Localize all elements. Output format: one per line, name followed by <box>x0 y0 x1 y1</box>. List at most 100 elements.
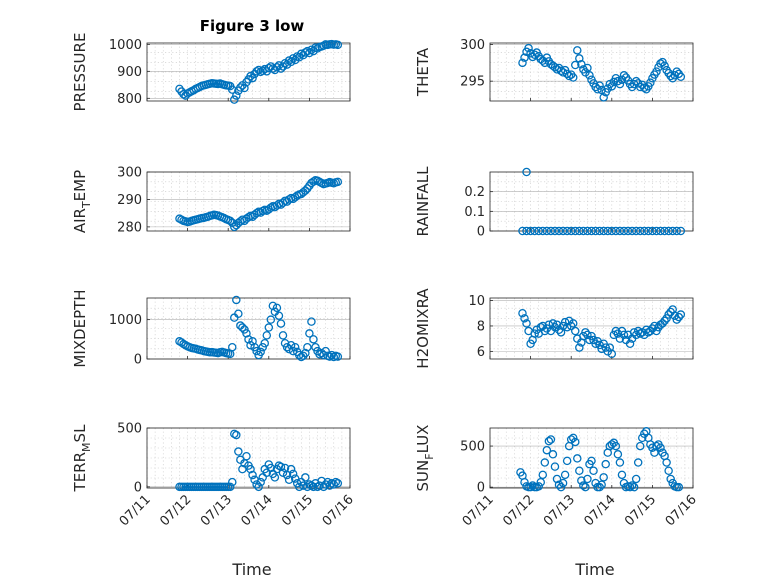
data-point <box>278 331 288 340</box>
data-point <box>648 226 657 236</box>
data-point <box>605 79 615 89</box>
y-tick-label: 300 <box>117 166 142 181</box>
y-tick-label: 1000 <box>109 313 142 328</box>
data-point <box>319 41 328 50</box>
subplot-pressure: 800 900 1000 PRESSURE <box>71 33 351 111</box>
data-point <box>246 71 255 81</box>
data-point <box>315 481 324 490</box>
data-point <box>552 474 562 484</box>
data-point <box>619 71 629 80</box>
data-point <box>599 93 608 102</box>
data-point <box>248 470 257 480</box>
data-point <box>252 67 261 76</box>
data-point <box>615 226 625 236</box>
data-point <box>603 226 612 236</box>
data-point <box>635 329 645 338</box>
data-point <box>282 470 292 480</box>
data-point <box>266 315 276 324</box>
data-point <box>225 482 235 492</box>
data-point <box>290 474 300 483</box>
data-point <box>305 329 314 338</box>
data-point <box>562 226 572 236</box>
data-point <box>631 226 641 236</box>
y-tick-label: 0 <box>134 353 142 368</box>
y-axis-label-tail: LUX <box>414 425 432 454</box>
data-point <box>599 473 608 482</box>
y-axis-label-tail: SL <box>71 424 89 443</box>
data-point <box>544 436 554 446</box>
data-point <box>595 226 604 236</box>
data-point <box>234 447 243 456</box>
data-point <box>333 479 343 488</box>
data-point <box>635 441 645 451</box>
data-point <box>276 462 286 472</box>
data-point <box>646 78 655 87</box>
data-point <box>640 226 649 236</box>
data-point <box>664 310 673 319</box>
y-tick-label: 0 <box>477 225 485 240</box>
data-point <box>575 343 584 352</box>
y-tick-label: 10 <box>468 294 485 309</box>
data-point <box>333 40 343 50</box>
data-point <box>321 346 330 356</box>
axes-box <box>146 42 351 102</box>
data-point <box>603 84 612 93</box>
data-point <box>288 469 298 479</box>
data-point <box>660 226 669 236</box>
data-point <box>585 71 594 80</box>
data-point <box>617 75 627 84</box>
data-point <box>666 474 675 484</box>
y-axis-label-main: THETA <box>414 47 432 97</box>
data-point <box>256 477 265 487</box>
y-axis-label: THETA <box>414 47 432 97</box>
data-point <box>240 83 249 93</box>
data-point <box>640 83 649 93</box>
data-point <box>228 342 237 352</box>
data-point <box>607 82 617 91</box>
data-point <box>664 466 673 475</box>
data-point <box>286 464 296 474</box>
data-point <box>597 85 606 95</box>
data-point <box>627 481 637 490</box>
data-point <box>672 67 682 76</box>
data-point <box>611 226 621 236</box>
data-point <box>248 337 257 346</box>
y-axis-label-main: MIXDEPTH <box>71 289 89 367</box>
axes-box <box>146 297 351 360</box>
data-point <box>652 67 661 76</box>
data-point <box>575 54 584 63</box>
data-point <box>550 226 560 236</box>
data-point <box>560 470 570 480</box>
data-point <box>575 466 584 475</box>
data-point <box>264 323 274 332</box>
data-point <box>248 73 257 83</box>
data-point <box>562 69 572 79</box>
data-point <box>309 335 318 344</box>
axes-box <box>146 171 351 232</box>
data-point <box>627 226 637 236</box>
data-point <box>613 450 623 459</box>
y-axis-label: TERRMSL <box>71 424 93 493</box>
data-point <box>294 482 304 492</box>
axes-box <box>489 297 694 360</box>
data-point <box>595 482 604 492</box>
y-axis-label-main: AIR <box>71 208 89 233</box>
data-point <box>629 328 639 337</box>
data-point <box>556 482 566 492</box>
y-axis-label-main: TERR <box>71 452 89 493</box>
data-point <box>548 450 558 459</box>
data-point <box>601 459 610 469</box>
data-point <box>236 83 245 92</box>
data-point <box>629 482 639 492</box>
data-point <box>522 319 531 328</box>
data-point <box>256 347 265 357</box>
data-point <box>327 350 336 360</box>
data-point <box>522 226 531 236</box>
data-point <box>524 43 533 53</box>
axes-box <box>146 427 351 489</box>
data-point <box>573 46 582 55</box>
data-point <box>638 433 647 443</box>
data-point <box>301 473 310 482</box>
